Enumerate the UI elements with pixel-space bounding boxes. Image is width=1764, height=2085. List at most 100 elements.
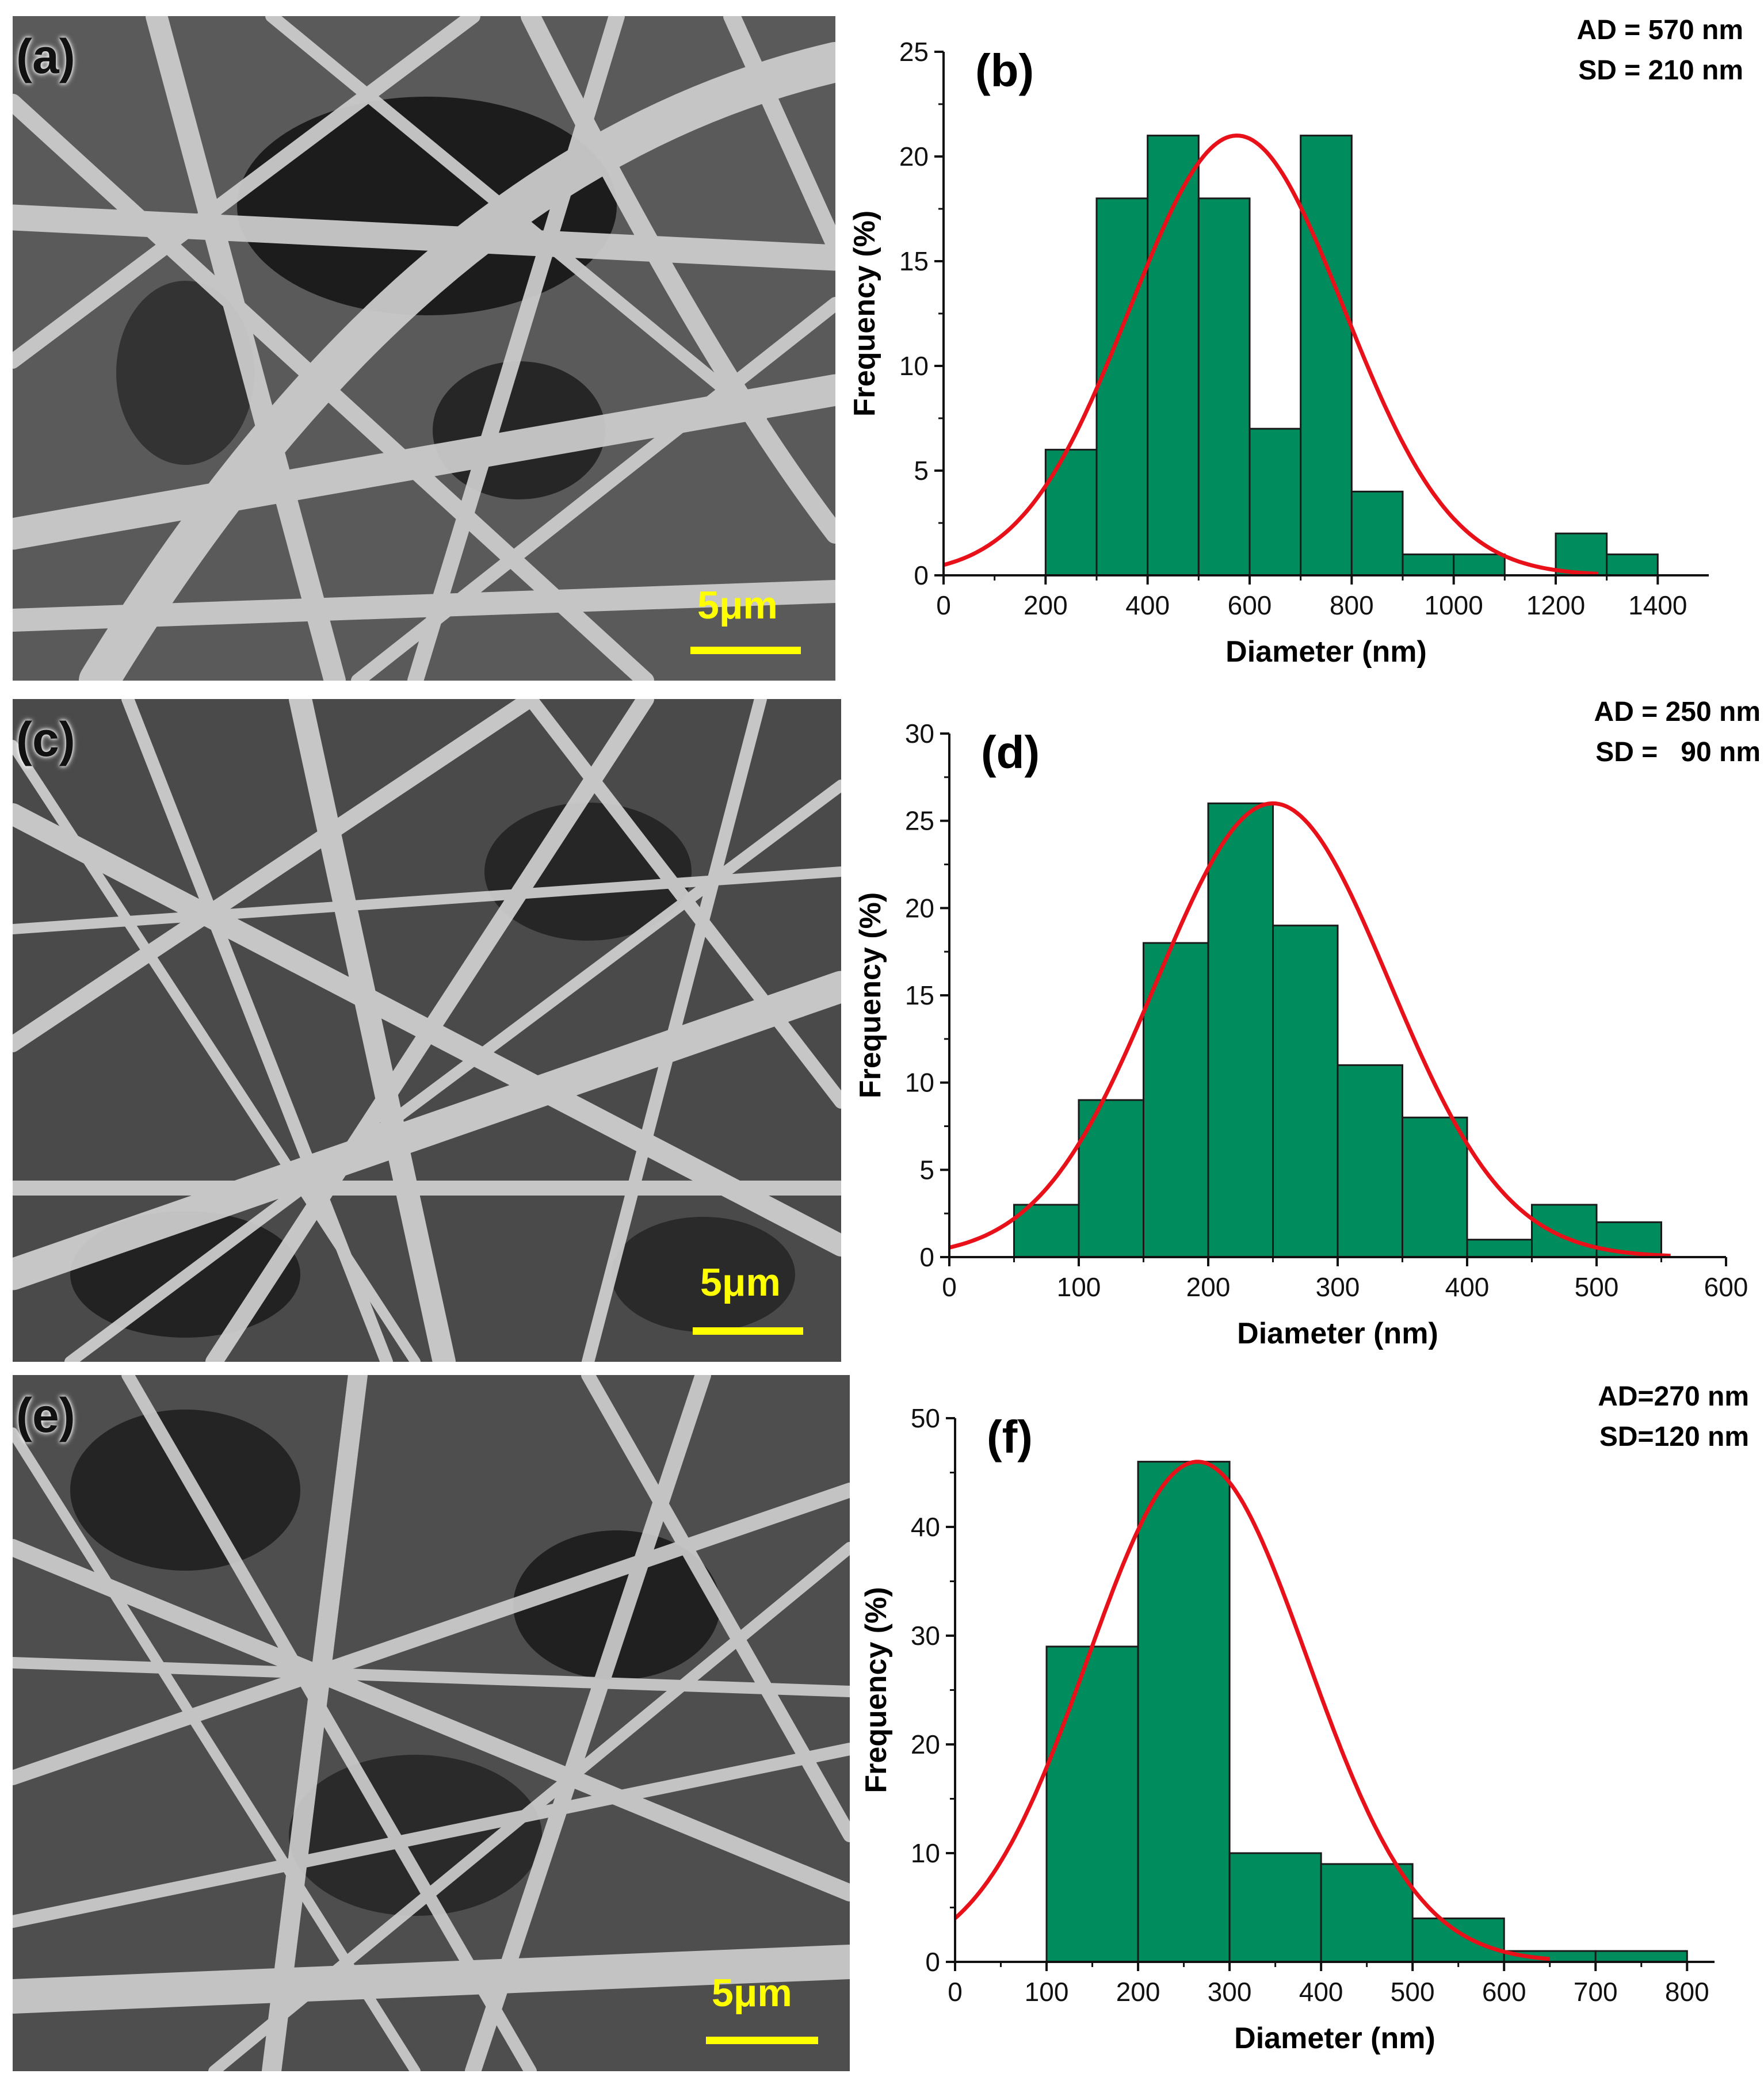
y-tick-label-b-4: 20 [899,142,929,171]
histogram-b-svg: 0 200 400 600 800 1000 1200 1400 0 5 10 15 20 25 Diam… [848,15,1743,669]
y-tick-label-f-1: 10 [911,1838,940,1868]
y-tick-label-d-4: 20 [905,893,934,923]
annotation-sd-d: SD = 90 nm [1595,737,1761,767]
histogram-bar-b-7 [1402,553,1455,576]
histogram-bar-d-0 [1013,1204,1080,1258]
annotation-ad-d: AD = 250 nm [1594,697,1761,727]
histogram-f-svg: 0 100 200 300 400 500 600 700 800 0 10 20 30 40 50 Dia… [860,1381,1749,2055]
sem-image-a: (a) 5μm [13,16,835,681]
x-tick-label-d-4: 400 [1445,1272,1490,1302]
fiber-texture-c [13,699,841,1362]
y-axis-label-f: Frequency (%) [860,1587,893,1793]
gaussian-fit-curve-b [943,133,1599,576]
histogram-bar-d-6 [1402,1116,1468,1258]
histogram-bar-b-8 [1453,553,1506,576]
panel-label-c: (c) [16,712,75,766]
y-tick-label-f-2: 20 [911,1729,940,1759]
histogram-b: 0 200 400 600 800 1000 1200 1400 0 5 10 15 20 25 Diam… [840,6,1764,693]
y-tick-label-f-4: 40 [911,1512,940,1542]
fiber-texture-a [13,16,835,681]
x-tick-label-b-1: 200 [1024,590,1068,620]
x-tick-label-b-2: 400 [1125,590,1170,620]
histogram-bar-d-2 [1143,942,1209,1258]
x-tick-label-d-0: 0 [942,1272,957,1302]
histogram-d-svg: 0 100 200 300 400 500 600 0 5 10 15 20 25 30 Diameter… [854,697,1761,1350]
histogram-bar-f-3 [1320,1863,1414,1963]
y-tick-label-d-5: 25 [905,806,934,836]
x-tick-label-f-5: 500 [1391,1977,1435,2007]
histogram-bar-f-1 [1137,1461,1231,1963]
panel-label-e: (e) [16,1388,75,1442]
histogram-bar-d-5 [1337,1064,1403,1258]
y-tick-label-b-3: 15 [899,246,929,276]
histogram-bar-f-2 [1228,1852,1322,1963]
y-tick-label-f-3: 30 [911,1621,940,1651]
x-tick-label-f-2: 200 [1116,1977,1160,2007]
y-tick-label-d-1: 5 [919,1155,934,1185]
x-axis-label-f: Diameter (nm) [1234,2022,1435,2055]
y-tick-label-d-6: 30 [905,719,934,749]
y-tick-label-f-5: 50 [911,1403,940,1433]
histogram-bar-b-6 [1350,490,1404,576]
panel-label-a: (a) [16,29,75,83]
scale-bar-label-c: 5μm [700,1261,781,1304]
y-axis-label-b: Frequency (%) [848,211,881,417]
y-tick-label-b-0: 0 [914,560,929,590]
histogram-bar-f-0 [1045,1645,1139,1963]
x-tick-label-b-7: 1400 [1628,590,1687,620]
scale-bar-label-e: 5μm [712,1971,792,2015]
annotation-ad-f: AD=270 nm [1598,1381,1749,1412]
histogram-bar-f-4 [1411,1917,1505,1963]
y-tick-label-d-2: 10 [905,1068,934,1098]
x-tick-label-d-6: 600 [1704,1272,1748,1302]
histogram-bar-b-11 [1606,553,1659,576]
panel-label-f: (f) [987,1411,1033,1462]
histogram-bar-b-1 [1095,197,1149,576]
scale-bar-label-a: 5μm [697,583,778,627]
x-tick-label-f-0: 0 [948,1977,963,2007]
x-tick-label-b-4: 800 [1330,590,1374,620]
histogram-bar-b-5 [1300,135,1353,576]
histogram-bar-b-0 [1044,449,1098,576]
y-tick-label-b-5: 25 [899,37,929,67]
x-tick-label-b-3: 600 [1228,590,1272,620]
scale-bar-e [706,2037,818,2044]
y-tick-label-b-1: 5 [914,456,929,486]
histogram-f: 0 100 200 300 400 500 600 700 800 0 10 20 30 40 50 Dia… [840,1372,1764,2083]
x-axis-label-b: Diameter (nm) [1225,635,1427,669]
sem-image-c: (c) 5μm [13,699,841,1362]
x-tick-label-b-6: 1200 [1526,590,1585,620]
sem-image-e: (e) 5μm [13,1375,850,2071]
x-tick-label-f-7: 700 [1574,1977,1618,2007]
histogram-bar-f-6 [1594,1950,1688,1963]
y-axis-label-d: Frequency (%) [854,892,887,1098]
scale-bar-a [690,647,801,654]
y-tick-label-d-3: 15 [905,980,934,1010]
x-tick-label-d-3: 300 [1316,1272,1360,1302]
histogram-bar-d-4 [1272,925,1339,1258]
annotation-sd-b: SD = 210 nm [1578,55,1743,86]
panel-label-b: (b) [975,45,1034,96]
x-tick-label-f-4: 400 [1299,1977,1343,2007]
x-tick-label-f-3: 300 [1208,1977,1252,2007]
y-tick-label-d-0: 0 [919,1242,934,1272]
x-tick-label-d-1: 100 [1057,1272,1101,1302]
y-tick-label-f-0: 0 [925,1947,940,1977]
gaussian-fit-curve-d [949,801,1671,1258]
x-tick-label-f-1: 100 [1025,1977,1069,2007]
annotation-sd-f: SD=120 nm [1599,1422,1749,1452]
x-tick-label-f-6: 600 [1482,1977,1526,2007]
x-tick-label-d-2: 200 [1186,1272,1231,1302]
x-axis-label-d: Diameter (nm) [1237,1317,1438,1350]
x-tick-label-d-5: 500 [1575,1272,1619,1302]
x-tick-label-f-8: 800 [1665,1977,1709,2007]
fiber-texture-e [13,1375,850,2071]
gaussian-fit-curve-f [953,1460,1550,1961]
y-tick-label-b-2: 10 [899,351,929,381]
histogram-bar-d-7 [1466,1239,1533,1258]
histogram-bar-b-3 [1197,197,1251,576]
panel-label-d: (d) [981,727,1040,778]
scale-bar-c [693,1327,803,1335]
histogram-bar-b-4 [1248,427,1302,576]
histogram-bar-d-8 [1531,1204,1598,1258]
